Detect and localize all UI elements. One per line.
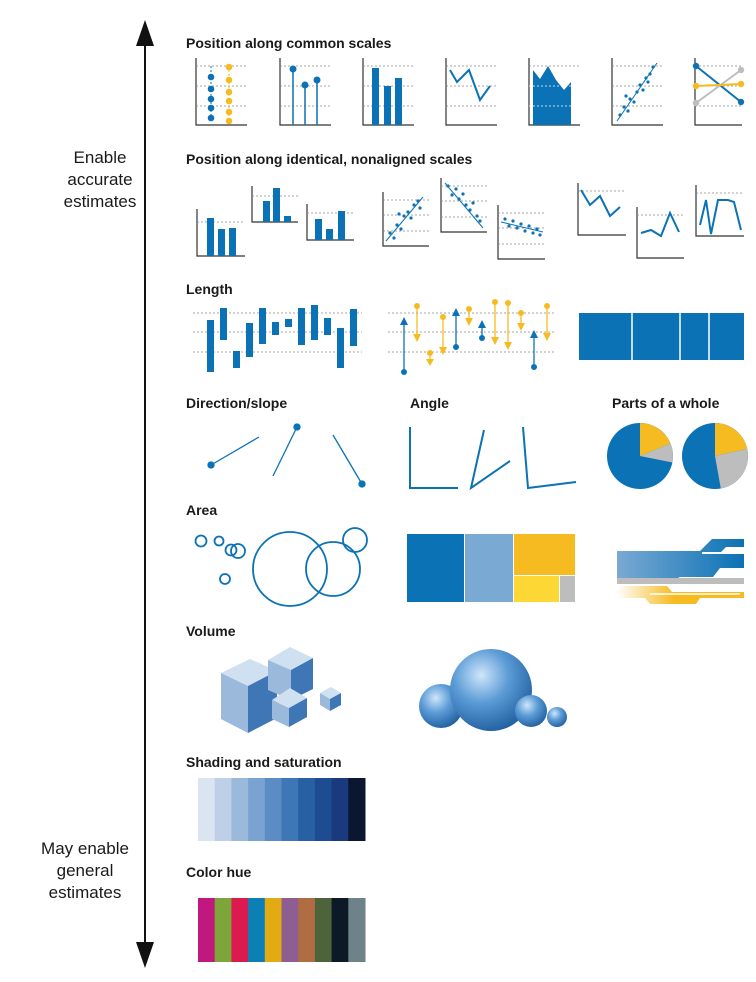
hue-swatch-7 (298, 898, 316, 962)
hue-swatches (198, 898, 366, 962)
dot-plot-thumb (195, 58, 247, 126)
section-title-angle: Angle (410, 395, 449, 411)
shade-swatch-9 (331, 778, 349, 841)
shade-swatch-10 (348, 778, 366, 841)
shade-swatch-1 (198, 778, 216, 841)
scatter-thumb (611, 58, 663, 126)
common-scale-charts (195, 58, 745, 126)
axis-bottom-label: May enable general estimates (41, 839, 129, 902)
shade-swatch-2 (214, 778, 232, 841)
shade-swatch-8 (314, 778, 333, 841)
section-title-length: Length (186, 281, 233, 297)
hue-swatch-8 (314, 898, 333, 962)
shade-swatch-6 (281, 778, 299, 841)
area-treemap (407, 534, 575, 602)
length-stacked-segments (579, 313, 744, 360)
lollipop-thumb (279, 58, 331, 126)
section-title-parts: Parts of a whole (612, 395, 720, 411)
section-title-position-nonaligned: Position along identical, nonaligned sca… (186, 151, 473, 167)
pie-chart-2 (682, 423, 748, 489)
nonaligned-scatter-group (382, 178, 545, 260)
hue-swatch-2 (214, 898, 232, 962)
pie-chart-1 (607, 423, 674, 489)
section-title-area: Area (186, 502, 218, 518)
slope-thumb (692, 58, 745, 126)
hue-swatch-6 (281, 898, 299, 962)
shade-swatch-3 (231, 778, 249, 841)
axis-top-label: Enable accurate estimates (63, 148, 137, 211)
shade-swatch-7 (298, 778, 316, 841)
section-title-shading: Shading and saturation (186, 754, 342, 770)
direction-lines (207, 423, 366, 488)
hue-swatch-1 (198, 898, 216, 962)
area-thumb (528, 58, 580, 126)
nonaligned-bar-group (196, 186, 354, 257)
section-title-position-common: Position along common scales (186, 35, 392, 51)
shade-swatch-4 (248, 778, 266, 841)
length-arrows (388, 299, 555, 375)
volume-spheres (419, 649, 567, 731)
area-bubbles (194, 527, 368, 607)
bar-thumb (362, 58, 414, 126)
section-title-hue: Color hue (186, 864, 252, 880)
hue-swatch-3 (231, 898, 249, 962)
nonaligned-line-group (577, 183, 744, 259)
section-title-volume: Volume (186, 623, 236, 639)
volume-cubes (221, 647, 341, 733)
angle-shapes (409, 426, 577, 491)
hue-swatch-4 (248, 898, 266, 962)
hue-swatch-10 (348, 898, 366, 962)
hue-swatch-9 (331, 898, 349, 962)
shading-swatches (198, 778, 366, 841)
line-thumb (445, 58, 497, 126)
hue-swatch-5 (264, 898, 282, 962)
length-floating-bars (193, 305, 362, 372)
shade-swatch-5 (264, 778, 282, 841)
section-title-direction: Direction/slope (186, 395, 288, 411)
area-sankey (617, 539, 744, 604)
